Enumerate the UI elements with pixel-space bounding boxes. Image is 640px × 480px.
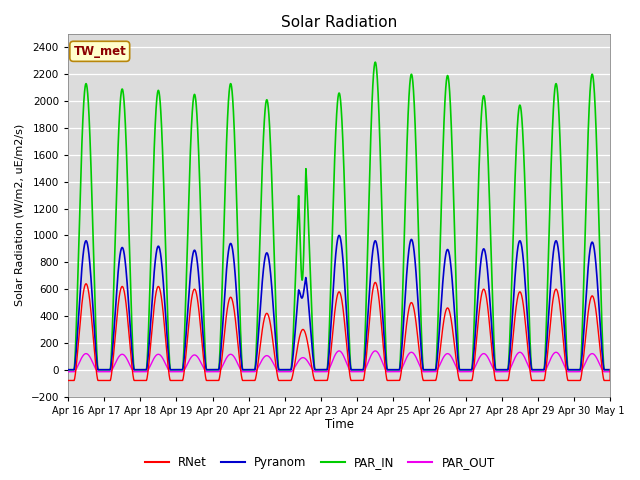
- Pyranom: [606, 367, 614, 372]
- PAR_IN: [431, 367, 438, 372]
- RNet: [64, 378, 72, 384]
- PAR_OUT: [607, 367, 614, 372]
- Line: Pyranom: Pyranom: [68, 235, 611, 370]
- PAR_IN: [461, 367, 468, 372]
- PAR_OUT: [319, 369, 326, 374]
- PAR_IN: [371, 60, 379, 65]
- Y-axis label: Solar Radiation (W/m2, uE/m2/s): Solar Radiation (W/m2, uE/m2/s): [15, 124, 25, 306]
- Pyranom: [607, 367, 614, 372]
- X-axis label: Time: Time: [324, 419, 354, 432]
- Pyranom: [335, 232, 343, 238]
- PAR_OUT: [606, 369, 614, 374]
- Pyranom: [492, 366, 499, 372]
- Pyranom: [319, 367, 326, 372]
- RNet: [492, 377, 499, 383]
- PAR_IN: [64, 367, 72, 372]
- RNet: [431, 378, 438, 384]
- Pyranom: [161, 310, 169, 315]
- PAR_OUT: [461, 369, 468, 374]
- PAR_IN: [606, 367, 614, 372]
- Title: Solar Radiation: Solar Radiation: [281, 15, 397, 30]
- PAR_OUT: [492, 369, 499, 374]
- RNet: [607, 367, 614, 372]
- PAR_IN: [161, 237, 169, 243]
- Text: TW_met: TW_met: [74, 45, 126, 58]
- PAR_IN: [492, 365, 499, 371]
- Line: RNet: RNet: [68, 282, 611, 381]
- RNet: [371, 279, 379, 285]
- PAR_OUT: [161, 361, 169, 367]
- PAR_OUT: [431, 369, 438, 374]
- PAR_OUT: [371, 348, 379, 354]
- Line: PAR_OUT: PAR_OUT: [68, 351, 611, 372]
- PAR_OUT: [64, 369, 72, 374]
- Pyranom: [461, 367, 468, 372]
- RNet: [606, 378, 614, 384]
- PAR_IN: [319, 367, 326, 372]
- RNet: [461, 378, 468, 384]
- Line: PAR_IN: PAR_IN: [68, 62, 611, 370]
- Pyranom: [64, 367, 72, 372]
- RNet: [161, 334, 169, 340]
- RNet: [319, 378, 326, 384]
- PAR_IN: [607, 367, 614, 372]
- Legend: RNet, Pyranom, PAR_IN, PAR_OUT: RNet, Pyranom, PAR_IN, PAR_OUT: [140, 452, 500, 474]
- Pyranom: [431, 367, 438, 372]
